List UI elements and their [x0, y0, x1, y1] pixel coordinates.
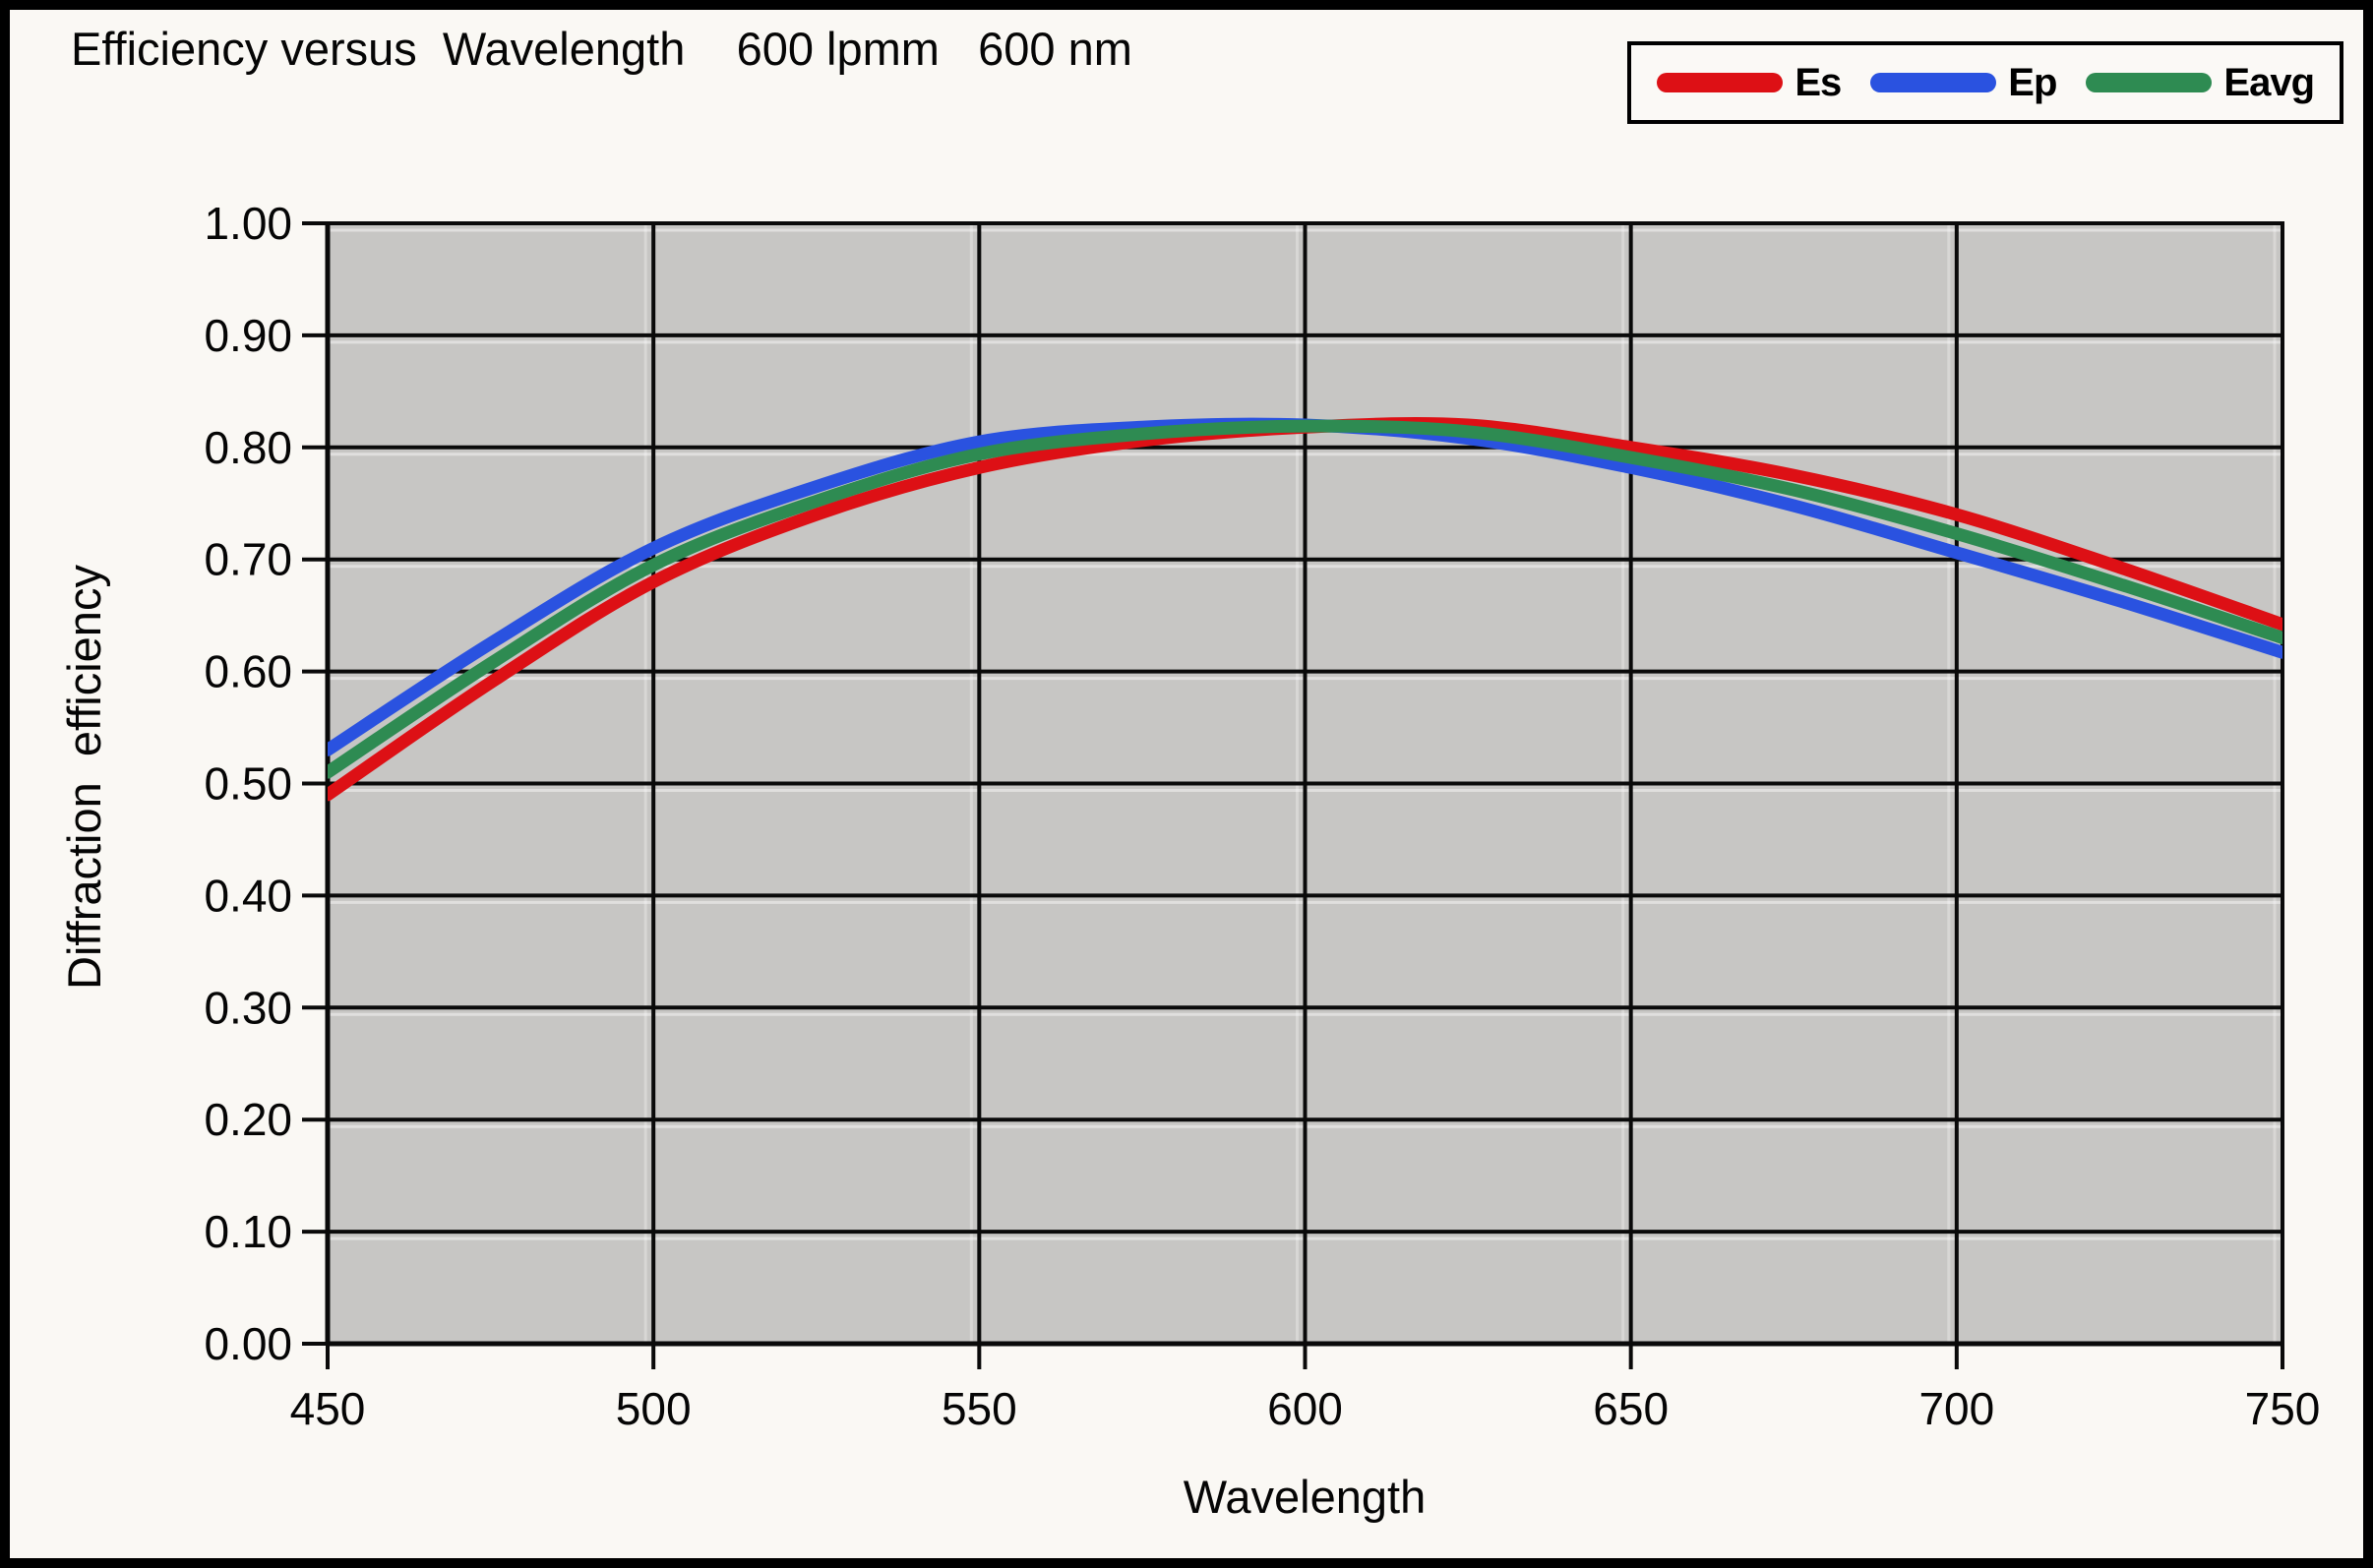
- y-tick-label: 0.70: [204, 534, 292, 585]
- y-tick-label: 1.00: [204, 198, 292, 249]
- x-tick-label: 450: [290, 1383, 366, 1434]
- legend-swatch-es: [1657, 73, 1784, 92]
- x-tick-label: 700: [1918, 1383, 1994, 1434]
- legend-item-es: Es: [1657, 60, 1842, 105]
- x-tick-label: 550: [942, 1383, 1017, 1434]
- y-tick-label: 0.30: [204, 982, 292, 1033]
- legend-label-ep: Ep: [2008, 60, 2057, 104]
- series-curve-Eavg: [328, 419, 2282, 779]
- legend-swatch-eavg: [2086, 73, 2213, 92]
- x-axis-title: Wavelength: [1183, 1471, 1427, 1523]
- y-tick-label: 0.00: [204, 1318, 292, 1369]
- x-tick-label: 600: [1267, 1383, 1343, 1434]
- legend-item-ep: Ep: [1870, 60, 2057, 105]
- y-tick-label: 0.40: [204, 870, 292, 921]
- legend-swatch-ep: [1870, 73, 1997, 92]
- legend: Es Ep Eavg: [1627, 41, 2343, 124]
- y-tick-label: 0.20: [204, 1094, 292, 1145]
- y-tick-label: 0.50: [204, 758, 292, 810]
- x-tick-label: 650: [1593, 1383, 1669, 1434]
- y-tick-label: 0.60: [204, 646, 292, 697]
- x-tick-label: 750: [2245, 1383, 2321, 1434]
- legend-label-eavg: Eavg: [2223, 60, 2315, 104]
- legend-item-eavg: Eavg: [2086, 60, 2315, 105]
- y-tick-label: 0.90: [204, 310, 292, 361]
- y-tick-label: 0.10: [204, 1206, 292, 1257]
- chart-title: Efficiency versus Wavelength 600 lpmm 60…: [71, 23, 1132, 75]
- x-tick-label: 500: [616, 1383, 692, 1434]
- y-tick-label: 0.80: [204, 422, 292, 473]
- legend-label-es: Es: [1795, 60, 1842, 104]
